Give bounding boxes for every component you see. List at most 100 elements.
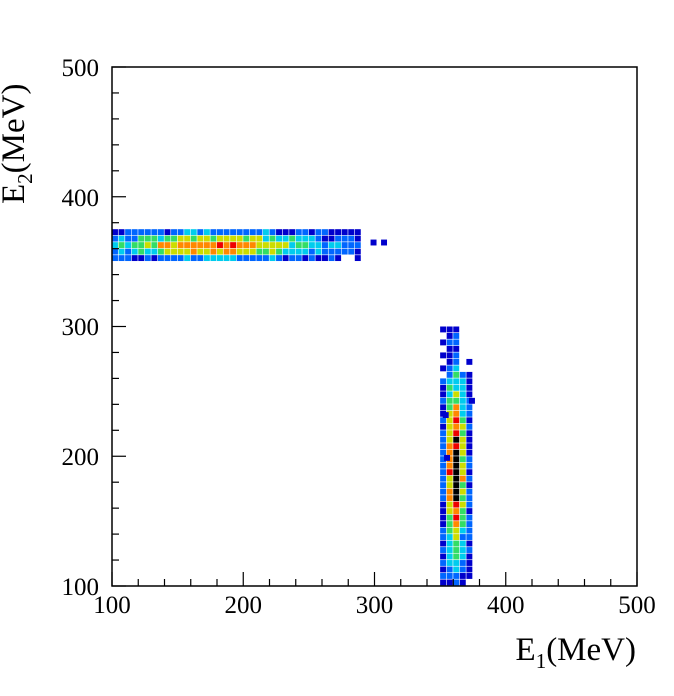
heatmap-bin [118, 235, 125, 242]
heatmap-bin [210, 255, 217, 262]
heatmap-bin [302, 255, 309, 262]
heatmap-bin [335, 255, 342, 262]
heatmap-bin [203, 255, 210, 262]
heatmap-bin [151, 235, 158, 242]
heatmap-bin [453, 423, 460, 430]
heatmap-bin [459, 553, 466, 560]
heatmap-bin [440, 352, 447, 359]
heatmap-bin [466, 527, 473, 534]
heatmap-bin [112, 229, 118, 236]
heatmap-bin [440, 482, 447, 489]
heatmap-bin [157, 255, 164, 262]
heatmap-bin [466, 573, 473, 579]
heatmap-bin [446, 423, 453, 430]
heatmap-bin [249, 229, 256, 236]
heatmap-bin [440, 443, 447, 450]
heatmap-bin [112, 248, 118, 255]
heatmap-bin [459, 430, 466, 437]
y-axis-label-unit: (MeV) [0, 84, 32, 174]
heatmap-bin [335, 229, 342, 236]
heatmap-bin [230, 235, 237, 242]
heatmap-bin [164, 229, 171, 236]
heatmap-bin [466, 417, 473, 424]
heatmap-bin [243, 229, 250, 236]
heatmap-bin [131, 248, 138, 255]
heatmap-bin [138, 255, 145, 262]
heatmap-bin [440, 462, 447, 469]
heatmap-bin [440, 540, 447, 547]
heatmap-bin [446, 553, 453, 560]
heatmap-bin [453, 326, 460, 333]
heatmap-bin [190, 248, 197, 255]
heatmap-bin [446, 540, 453, 547]
heatmap-bin [328, 229, 335, 236]
heatmap-bin [289, 235, 296, 242]
heatmap-bin [446, 443, 453, 450]
heatmap-bin [249, 248, 256, 255]
heatmap-bin [459, 534, 466, 540]
heatmap-bin [466, 501, 473, 508]
heatmap-bin [466, 495, 473, 502]
heatmap-bin [328, 242, 335, 249]
heatmap-bin [157, 242, 164, 249]
heatmap-bin [230, 255, 237, 262]
heatmap-bin [459, 436, 466, 443]
heatmap-bin [446, 579, 453, 586]
heatmap-bin [459, 378, 466, 385]
heatmap-bin [354, 235, 361, 242]
heatmap-bin [453, 339, 460, 346]
heatmap-bin [453, 462, 460, 469]
heatmap-bin [308, 242, 315, 249]
heatmap-bin [459, 560, 466, 566]
heatmap-bin [466, 514, 473, 521]
heatmap-bin [203, 242, 210, 249]
heatmap-bin [466, 371, 473, 378]
heatmap-bin [230, 248, 237, 255]
heatmap-bin [459, 527, 466, 534]
heatmap-bin [446, 378, 453, 385]
heatmap-bin [440, 339, 447, 346]
heatmap-bin [466, 423, 473, 430]
heatmap-bin [446, 521, 453, 528]
heatmap-bin [125, 242, 132, 249]
heatmap-bin [453, 475, 460, 482]
heatmap-bin [446, 352, 453, 359]
plot-frame [111, 66, 638, 587]
heatmap-bin [446, 514, 453, 521]
heatmap-bin [177, 229, 184, 236]
heatmap-bin [171, 242, 178, 249]
x-tick-label: 500 [618, 592, 656, 619]
heatmap-bin [459, 456, 466, 463]
heatmap-bin [236, 229, 243, 236]
heatmap-bin [466, 469, 473, 476]
heatmap-bin [446, 547, 453, 553]
heatmap-bin [236, 235, 243, 242]
heatmap-bin [322, 242, 328, 249]
heatmap-bin [459, 404, 466, 411]
heatmap-bin [131, 255, 138, 262]
heatmap-bin [453, 534, 460, 540]
heatmap-bin [282, 242, 289, 249]
y-axis-label-base: E [0, 184, 32, 204]
heatmap-bin [466, 475, 473, 482]
heatmap-bin [440, 527, 447, 534]
heatmap-bin [315, 242, 322, 249]
heatmap-bin [236, 255, 243, 262]
heatmap-bin [125, 255, 132, 262]
heatmap-bin [440, 521, 447, 528]
heatmap-bin [118, 248, 125, 255]
heatmap-bin [459, 371, 466, 378]
heatmap-bin [295, 229, 302, 236]
heatmap-bin [466, 449, 473, 456]
heatmap-bin [466, 436, 473, 443]
heatmap-bin [269, 255, 276, 262]
heatmap-bin [459, 501, 466, 508]
heatmap-bin [440, 488, 447, 495]
heatmap-bin [446, 501, 453, 508]
heatmap-bin [446, 417, 453, 424]
heatmap-bin [210, 229, 217, 236]
y-axis-label: E2(MeV) [0, 84, 37, 204]
heatmap-bin [453, 332, 460, 339]
heatmap-bin [466, 430, 473, 437]
